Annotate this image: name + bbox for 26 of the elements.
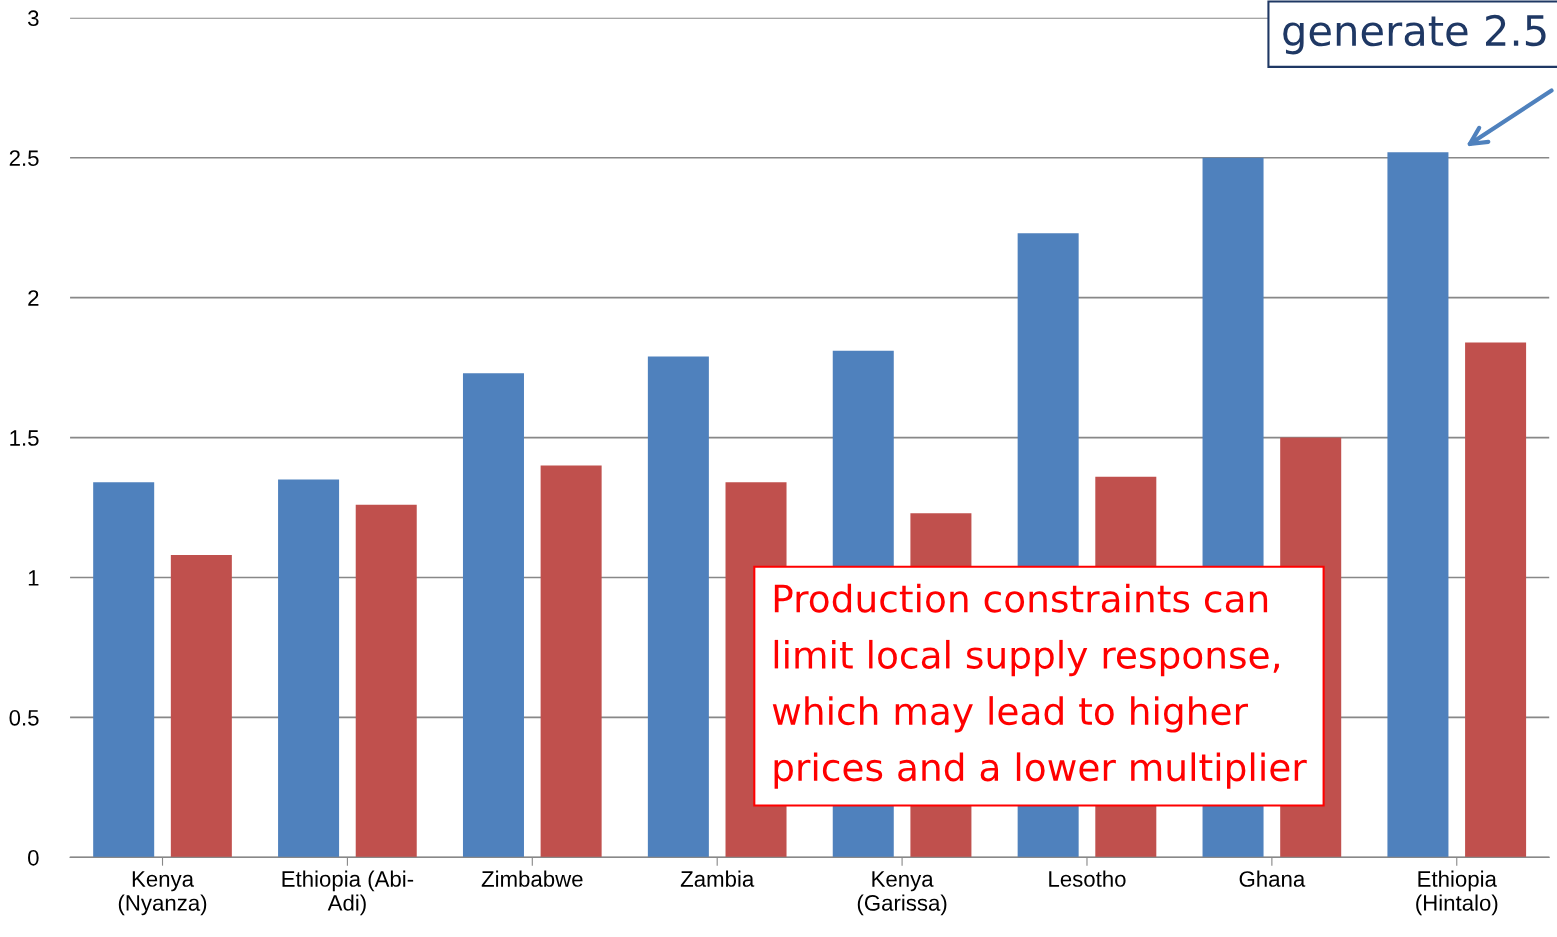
annotation: Production constraints can limit local supply response, which may lead to higher prices and a lower multiplier bbox=[772, 583, 1307, 789]
x-tick-label: Zimbabwe bbox=[481, 870, 583, 887]
bar bbox=[93, 482, 155, 858]
annotation: generate 2.5 bbox=[1283, 14, 1546, 55]
x-tick-label: Kenya (Nyanza) bbox=[118, 871, 207, 916]
x-tick-label: Ethiopia (Hintalo) bbox=[1416, 870, 1498, 916]
bar bbox=[355, 504, 417, 858]
bar bbox=[170, 555, 232, 858]
bar bbox=[647, 356, 709, 858]
bar bbox=[1387, 152, 1449, 858]
y-tick-label: 1 bbox=[28, 570, 39, 586]
y-tick-label: 2 bbox=[28, 290, 39, 306]
bar bbox=[1465, 342, 1527, 858]
x-tick-label: Lesotho bbox=[1049, 870, 1126, 887]
x-tick-label: Ghana bbox=[1239, 870, 1306, 887]
y-tick-label: 3 bbox=[28, 10, 39, 27]
x-tick-label: Kenya (Garissa) bbox=[857, 871, 947, 916]
x-tick-label: Zambia bbox=[680, 870, 755, 887]
bar bbox=[462, 373, 524, 858]
y-tick-label: 0.5 bbox=[9, 709, 39, 726]
x-tick-label: Ethiopia (Abi- Adi) bbox=[282, 870, 414, 916]
y-tick-label: 0 bbox=[28, 849, 39, 866]
y-tick-label: 1.5 bbox=[10, 430, 39, 446]
bar bbox=[540, 465, 602, 858]
bar bbox=[278, 479, 340, 858]
y-tick-label: 2.5 bbox=[9, 150, 39, 166]
